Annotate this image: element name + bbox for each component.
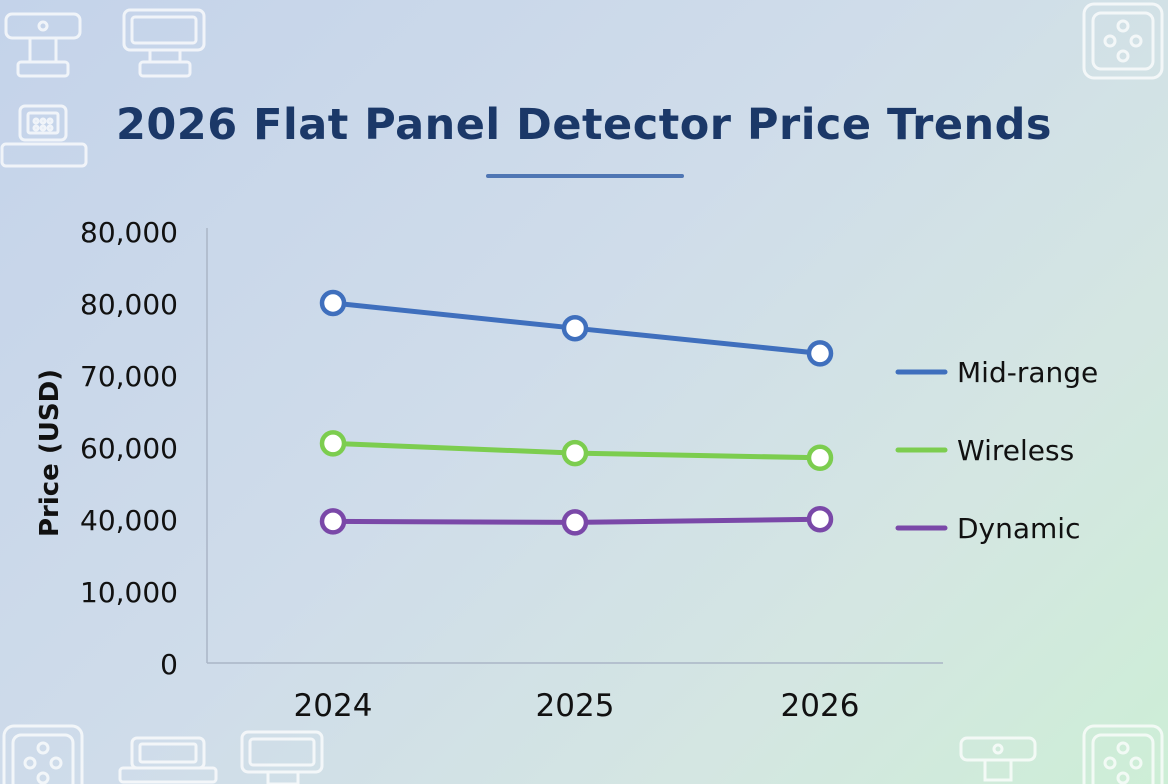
data-point-dynamic bbox=[561, 509, 589, 536]
detector-grid-icon bbox=[0, 104, 90, 174]
detector-panel-icon bbox=[120, 2, 210, 82]
x-tick-label: 2025 bbox=[536, 688, 615, 724]
y-tick-label: 0 bbox=[160, 648, 178, 681]
detector-dice-icon bbox=[1080, 722, 1166, 784]
detector-stand-icon bbox=[0, 4, 90, 84]
title-underline bbox=[486, 174, 684, 178]
y-tick-label: 10,000 bbox=[80, 576, 178, 609]
data-point-wireless bbox=[806, 444, 834, 472]
x-tick-label: 2026 bbox=[781, 688, 860, 724]
legend-label-mid-range: Mid-range bbox=[957, 356, 1098, 389]
data-point-mid-range bbox=[561, 314, 589, 342]
y-tick-label: 80,000 bbox=[80, 216, 178, 249]
legend-label-wireless: Wireless bbox=[957, 434, 1074, 467]
y-axis-label: Price (USD) bbox=[35, 369, 65, 537]
y-tick-label: 80,000 bbox=[80, 288, 178, 321]
y-tick-label: 40,000 bbox=[80, 504, 178, 537]
y-tick-label: 70,000 bbox=[80, 360, 178, 393]
y-tick-label: 60,000 bbox=[80, 432, 178, 465]
detector-stand-icon bbox=[118, 728, 218, 784]
detector-panel-icon bbox=[238, 724, 328, 784]
data-point-wireless bbox=[319, 430, 347, 457]
detector-dice-icon bbox=[1080, 0, 1166, 82]
data-point-dynamic bbox=[806, 505, 834, 533]
data-point-dynamic bbox=[319, 508, 347, 535]
data-point-wireless bbox=[561, 439, 589, 467]
data-point-mid-range bbox=[319, 289, 347, 317]
chart-title: 2026 Flat Panel Detector Price Trends bbox=[115, 100, 1053, 150]
x-tick-label: 2024 bbox=[294, 688, 373, 724]
data-point-mid-range bbox=[806, 340, 834, 367]
detector-dice-icon bbox=[0, 722, 86, 784]
detector-stand-icon bbox=[955, 726, 1045, 784]
legend-label-dynamic: Dynamic bbox=[957, 512, 1080, 545]
